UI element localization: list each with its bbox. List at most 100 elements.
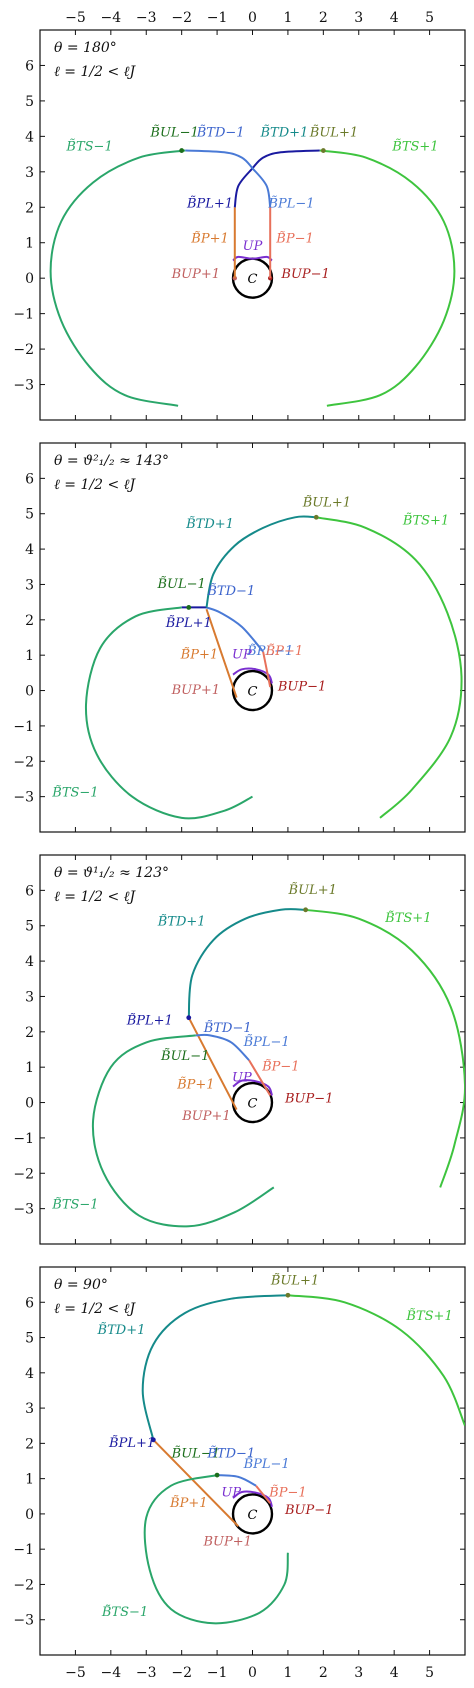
y-tick-label: −2 — [13, 1577, 34, 1593]
series-b-ts-plus — [305, 908, 465, 1188]
x-tick-label-top: −4 — [101, 10, 122, 26]
label-b-p-minus: B̃P−1 — [261, 1058, 299, 1074]
label-b-p-minus: B̃P−1 — [265, 643, 303, 659]
label-b-ts-minus: B̃TS−1 — [51, 1196, 98, 1212]
y-tick-label: 5 — [25, 507, 34, 523]
y-tick-label: 2 — [25, 1436, 34, 1452]
y-tick-label: −1 — [13, 1131, 34, 1147]
y-tick-label: −3 — [13, 790, 34, 806]
label-b-pl-plus: B̃PL+1 — [126, 1012, 173, 1028]
x-tick-label-bottom: −1 — [207, 1665, 228, 1681]
series-b-p-plus — [205, 608, 238, 698]
marker-b-ul-plus — [313, 514, 319, 520]
y-tick-label: 2 — [25, 200, 34, 216]
y-tick-label: −1 — [13, 719, 34, 735]
y-tick-label: 3 — [25, 577, 34, 593]
x-tick-label-bottom: −3 — [136, 1665, 157, 1681]
series-b-p-minus — [255, 1485, 271, 1504]
label-b-td-minus: B̃TD−1 — [206, 1445, 255, 1461]
series-b-pl-minus — [206, 606, 264, 653]
label-b-p-minus: B̃P−1 — [268, 1484, 306, 1500]
y-tick-label: 4 — [25, 1366, 34, 1382]
marker-b-ul-minus — [186, 605, 192, 610]
label-b-ul-plus: B̃UL+1 — [309, 124, 358, 140]
series-b-ts-plus — [316, 516, 463, 819]
x-tick-label-bottom: 0 — [248, 1665, 257, 1681]
label-b-pl-minus: B̃PL−1 — [243, 1456, 290, 1472]
y-tick-label: 1 — [25, 1060, 34, 1076]
x-tick-label-bottom: 2 — [319, 1665, 328, 1681]
panels-group: −3 −2 −1 0 1 2 3 4 5 6 θ = 180° ℓ = 1/2 < ℓJ C B̃UL−1… — [13, 29, 466, 1656]
series-b-td-plus — [205, 515, 317, 608]
panel-annotation: θ = 180° — [54, 40, 117, 56]
y-tick-label: 0 — [25, 271, 34, 287]
series-c — [231, 669, 274, 712]
series-b-p-minus — [262, 651, 272, 688]
bottom-x-axis-ticks: −5 −4 −3 −2 −1 0 1 2 3 4 5 — [65, 1665, 434, 1681]
series-b-ts-minus — [84, 606, 253, 820]
label-b-p-plus: B̃P+1 — [169, 1494, 207, 1510]
label-b-ts-minus: B̃TS−1 — [65, 138, 112, 154]
y-tick-label: 3 — [25, 989, 34, 1005]
label-bup-plus: BUP+1 — [171, 267, 220, 282]
chart-panel-3: −3 −2 −1 0 1 2 3 4 5 6 θ = ϑ¹₁/₂ ≈ 123° ℓ = 1/2 < ℓ… — [13, 854, 466, 1245]
series-up — [232, 255, 273, 262]
label-up: UP — [232, 648, 252, 663]
plot-area: C — [84, 514, 463, 820]
series-b-ts-minus — [143, 1474, 289, 1625]
series-b-p-minus — [248, 1059, 272, 1097]
series-b-pl-minus — [217, 1474, 257, 1487]
label-b-ul-plus: B̃UL+1 — [288, 882, 337, 898]
label-bup-plus: BUP+1 — [171, 683, 220, 698]
marker-b-ul-plus — [303, 907, 309, 913]
series-up — [232, 667, 273, 684]
y-tick-label: −3 — [13, 1202, 34, 1218]
panel-annotation: ℓ = 1/2 < ℓJ — [54, 64, 136, 80]
y-tick-label: 0 — [25, 1507, 34, 1523]
x-tick-label-top: 5 — [425, 10, 434, 26]
y-tick-label: 6 — [25, 883, 34, 899]
label-b-td-minus: B̃TD−1 — [206, 583, 255, 599]
x-tick-label-top: −1 — [207, 10, 228, 26]
label-up: UP — [232, 1070, 252, 1085]
plot-area: C — [49, 148, 456, 407]
label-bup-plus: BUP+1 — [181, 1109, 230, 1124]
y-tick-label: −1 — [13, 307, 34, 323]
label-c: C — [248, 1097, 258, 1112]
label-b-ul-plus: B̃UL+1 — [302, 494, 351, 510]
series-b-p-plus — [152, 1439, 240, 1527]
y-tick-label: −2 — [13, 342, 34, 358]
panel-annotation: θ = 90° — [54, 1277, 108, 1293]
series-b-pl-minus — [195, 1033, 250, 1061]
label-bup-minus: BUP−1 — [280, 267, 329, 282]
label-b-p-minus: B̃P−1 — [275, 230, 313, 246]
label-up: UP — [243, 239, 263, 254]
x-tick-label-top: 4 — [390, 10, 399, 26]
marker-b-ul-plus — [320, 148, 326, 153]
label-up: UP — [221, 1485, 241, 1500]
x-tick-label-bottom: −2 — [171, 1665, 192, 1681]
marker-b-ul-minus — [179, 148, 185, 153]
x-tick-label-bottom: −4 — [101, 1665, 122, 1681]
panel-annotation: θ = ϑ²₁/₂ ≈ 143° — [54, 453, 169, 469]
label-c: C — [248, 1508, 258, 1523]
marker-b-ul-plus — [285, 1292, 291, 1298]
y-tick-label: −2 — [13, 1166, 34, 1182]
x-tick-label-bottom: −5 — [65, 1665, 86, 1681]
x-tick-label-top: −2 — [171, 10, 192, 26]
label-bup-plus: BUP+1 — [202, 1535, 251, 1550]
label-b-ts-plus: B̃TS+1 — [384, 910, 431, 926]
plot-area: C — [91, 907, 465, 1228]
y-tick-label: 6 — [25, 58, 34, 74]
label-b-td-plus: B̃TD+1 — [97, 1322, 146, 1338]
y-tick-label: 3 — [25, 165, 34, 181]
label-c: C — [248, 685, 258, 700]
chart-panel-1: −3 −2 −1 0 1 2 3 4 5 6 θ = 180° ℓ = 1/2 < ℓJ C B̃UL−1… — [13, 29, 466, 421]
series-b-ts-minus — [91, 1034, 275, 1228]
x-tick-label-bottom: 3 — [354, 1665, 363, 1681]
label-b-ts-plus: B̃TS+1 — [402, 512, 449, 528]
y-tick-label: 5 — [25, 94, 34, 110]
label-b-p-plus: B̃P+1 — [190, 230, 228, 246]
label-bup-minus: BUP−1 — [277, 680, 326, 695]
